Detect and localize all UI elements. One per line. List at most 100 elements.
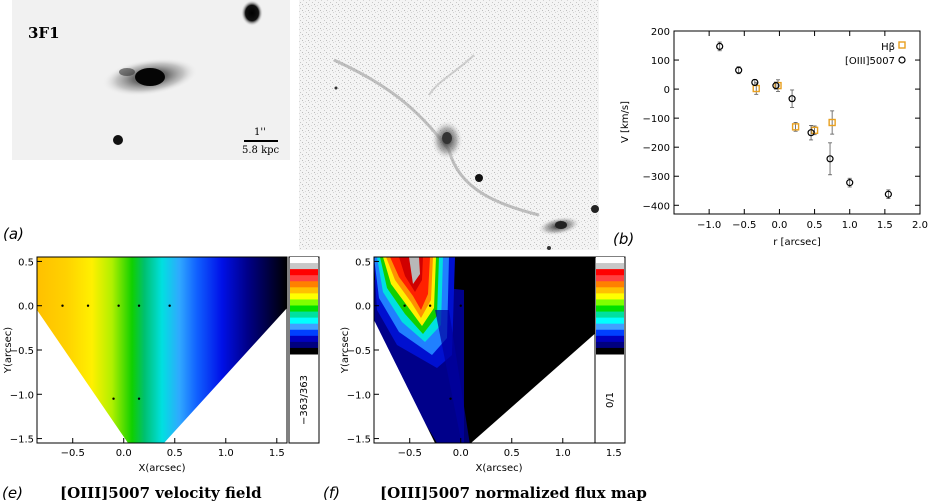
y-tick-label: 0.0	[18, 302, 34, 313]
colorbar-swatch	[290, 275, 318, 282]
colorbar-swatch	[596, 323, 624, 331]
y-tick-label: 100	[651, 56, 670, 67]
x-tick-label: 0.0	[771, 220, 787, 231]
colorbar-swatch	[290, 299, 318, 306]
oiii-point	[751, 78, 759, 87]
sample-point	[117, 304, 120, 307]
colorbar-swatch	[290, 341, 318, 349]
colorbar-swatch	[596, 257, 624, 264]
flux-contour-10	[409, 257, 420, 284]
galaxy-image-wide-drawing	[299, 0, 599, 250]
flux-colorbar-label: 0/1	[605, 392, 616, 408]
velocity-field-fill	[37, 257, 287, 443]
colorbar-swatch	[290, 257, 318, 264]
flux-map-fill	[374, 257, 624, 443]
colorbar-swatch	[290, 287, 318, 294]
panel-label-b: (b)	[613, 230, 635, 248]
oiii-point	[772, 82, 780, 90]
colorbar-swatch	[596, 287, 624, 294]
masked-region-right	[164, 308, 287, 443]
oiii-point	[716, 42, 724, 50]
y-tick-label: −200	[643, 143, 670, 154]
panel-label-a: (a)	[3, 225, 24, 243]
y-tick-label: 0.5	[355, 257, 371, 268]
sample-point	[168, 304, 171, 307]
y-tick-label: −1.5	[10, 435, 34, 446]
legend-label-oiii: [OIII]5007	[845, 56, 895, 67]
y-tick-label: −300	[643, 172, 670, 183]
oiii-point	[884, 190, 892, 198]
colorbar-swatch	[596, 329, 624, 337]
y-tick-label: 0	[664, 85, 670, 96]
flux-contour-11	[435, 310, 470, 443]
flux-axis-ticks: −0.5 0.0 0.5 1.0 1.5 0.5 0.0 −0.5 −1.0 −1.5	[347, 257, 622, 459]
velocity-colorbar-label: −363/363	[299, 375, 310, 425]
x-tick-label: 0.5	[807, 220, 823, 231]
colorbar-swatch	[290, 347, 318, 355]
x-tick-label: 1.0	[218, 448, 234, 459]
x-tick-label: −1.0	[697, 220, 721, 231]
colorbar-swatch	[596, 347, 624, 355]
image-id-label: 3F1	[28, 24, 60, 42]
sample-point	[61, 304, 64, 307]
data-points	[716, 41, 892, 200]
x-tick-label: 2.0	[912, 220, 928, 231]
x-tick-label: 0.5	[504, 448, 520, 459]
colorbar-swatch	[596, 263, 624, 270]
velocity-x-axis-label: X(arcsec)	[138, 463, 185, 474]
sample-point	[459, 304, 462, 307]
sample-point	[137, 397, 141, 400]
galaxy-image-wide	[299, 0, 599, 250]
y-tick-label: −1.5	[347, 435, 371, 446]
x-tick-label: −0.5	[61, 448, 85, 459]
x-tick-label: 1.5	[606, 448, 622, 459]
x-tick-label: 1.0	[842, 220, 858, 231]
sample-point	[479, 304, 483, 307]
y-tick-label: −400	[643, 201, 670, 212]
oiii-point	[735, 66, 743, 74]
sample-point	[112, 397, 115, 400]
hbeta-point	[791, 123, 800, 131]
colorbar-swatch	[596, 305, 624, 313]
panel-label-f: (f)	[323, 484, 340, 502]
y-tick-label: 0.0	[355, 302, 371, 313]
colorbar-swatch	[290, 311, 318, 319]
hbeta-point	[828, 118, 836, 127]
colorbar-swatch	[596, 335, 624, 343]
flux-x-axis-label: X(arcsec)	[475, 463, 522, 474]
sample-point	[86, 304, 90, 307]
plot-frame	[673, 30, 921, 215]
y-tick-label: −100	[643, 114, 670, 125]
panel-label-e: (e)	[2, 484, 23, 502]
colorbar-swatch	[290, 335, 318, 343]
x-tick-label: 0.5	[167, 448, 183, 459]
colorbar-swatch	[596, 317, 624, 325]
x-tick-label: 1.0	[555, 448, 571, 459]
colorbar-swatch	[596, 293, 624, 300]
flux-sample-points	[403, 304, 483, 400]
y-tick-label: −1.0	[10, 390, 34, 401]
velocity-y-axis-label: Y(arcsec)	[3, 327, 14, 374]
oiii-point	[807, 129, 815, 137]
x-tick-label: 0.0	[116, 448, 132, 459]
velocity-axis-ticks: −0.5 0.0 0.5 1.0 1.5 0.5 0.0 −0.5 −1.0 −1.5	[10, 257, 285, 459]
flux-masked-right	[471, 308, 624, 443]
caption-flux-map: [OIII]5007 normalized flux map	[380, 484, 647, 502]
x-tick-label: 0.0	[453, 448, 469, 459]
oiii-point	[846, 179, 854, 187]
sample-point	[428, 304, 432, 307]
velocity-colorbar: −363/363	[288, 256, 320, 444]
colorbar-swatch	[596, 311, 624, 319]
galaxy-image-3f1-drawing	[102, 0, 278, 145]
oiii-point	[788, 95, 796, 103]
colorbar-swatch	[290, 281, 318, 288]
sample-point	[449, 397, 452, 400]
y-tick-label: −1.0	[347, 390, 371, 401]
x-tick-label: 1.5	[269, 448, 285, 459]
y-tick-label: −0.5	[10, 346, 34, 357]
colorbar-swatch	[596, 269, 624, 276]
flux-colorbar: 0/1	[594, 256, 626, 444]
legend-marker-oiii	[898, 56, 906, 64]
colorbar-swatch	[596, 275, 624, 282]
galaxy-image-3f1: 3F1 1'' 5.8 kpc	[12, 0, 290, 160]
